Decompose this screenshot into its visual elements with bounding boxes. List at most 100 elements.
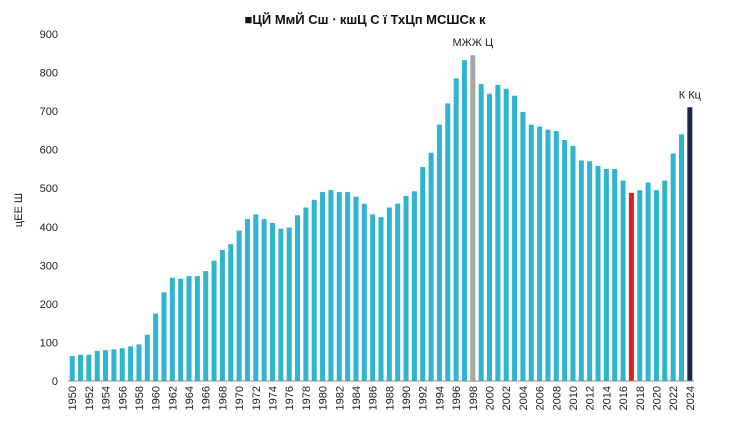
bar-2021 <box>662 180 668 381</box>
bar-1963 <box>178 278 184 381</box>
bar-1992 <box>420 167 426 381</box>
bar-2007 <box>545 129 551 381</box>
x-tick-label: 1956 <box>117 386 129 410</box>
x-tick-label: 2014 <box>601 386 613 410</box>
bar-1970 <box>236 230 242 381</box>
bar-2018 <box>637 190 643 381</box>
bar-1952 <box>86 354 92 381</box>
x-tick-label: 1994 <box>434 386 446 410</box>
x-tick-label: 2022 <box>668 386 680 410</box>
bar-1967 <box>211 260 217 381</box>
bar-2000 <box>487 93 493 381</box>
bar-2002 <box>503 88 509 381</box>
bar-1975 <box>278 228 284 381</box>
bar-1955 <box>111 349 117 381</box>
y-tick-label: 500 <box>40 183 58 195</box>
bar-1950 <box>69 355 75 381</box>
x-tick-label: 1982 <box>334 386 346 410</box>
annotations: МЖЖ Ц К Кц <box>452 37 701 101</box>
x-tick-label: 2010 <box>568 386 580 410</box>
y-tick-label: 800 <box>40 68 58 80</box>
bar-1987 <box>378 217 384 381</box>
x-tick-label: 1984 <box>351 386 363 410</box>
bar-2014 <box>603 168 609 381</box>
bar-1972 <box>253 214 259 381</box>
bar-1965 <box>194 276 200 381</box>
x-tick-label: 1978 <box>301 386 313 410</box>
bar-1995 <box>445 103 451 382</box>
x-tick-label: 1962 <box>167 386 179 410</box>
x-tick-label: 2016 <box>618 386 630 410</box>
bar-2023 <box>678 134 684 381</box>
bar-1961 <box>161 292 167 381</box>
bar-2010 <box>570 145 576 381</box>
bar-1956 <box>119 348 125 381</box>
y-tick-label: 100 <box>40 337 58 349</box>
bar-1984 <box>353 196 359 381</box>
x-tick-label: 1980 <box>318 386 330 410</box>
y-tick-label: 200 <box>40 299 58 311</box>
bar-1971 <box>244 219 250 381</box>
y-tick-label: 700 <box>40 106 58 118</box>
y-tick-label: 0 <box>52 376 58 388</box>
bar-2005 <box>528 124 534 382</box>
bar-1999 <box>478 84 484 382</box>
bar-1983 <box>345 192 351 381</box>
x-tick-label: 1974 <box>267 386 279 410</box>
bar-2008 <box>553 131 559 381</box>
bar-2001 <box>495 84 501 381</box>
bar-2020 <box>653 190 659 381</box>
bar-1981 <box>328 190 334 381</box>
x-tick-label: 1968 <box>217 386 229 410</box>
chart-title: ■ЦЙ МмЙ Сш ⋅ кшЦ С ї ТхЦп МСШСк к <box>245 12 486 27</box>
bar-1958 <box>136 344 142 381</box>
x-tick-label: 2006 <box>535 386 547 410</box>
bar-1968 <box>219 249 225 381</box>
x-tick-label: 1960 <box>151 386 163 410</box>
bar-2015 <box>612 168 618 381</box>
bar-2004 <box>520 111 526 381</box>
x-tick-label: 2008 <box>551 386 563 410</box>
bar-1982 <box>336 192 342 381</box>
x-tick-label: 1972 <box>251 386 263 410</box>
x-tick-label: 2002 <box>501 386 513 410</box>
bar-1978 <box>303 207 309 381</box>
x-tick-label: 1998 <box>468 386 480 410</box>
x-tick-label: 1996 <box>451 386 463 410</box>
bar-2006 <box>537 126 543 381</box>
bar-1954 <box>103 350 109 381</box>
x-tick-label: 2000 <box>485 386 497 410</box>
x-tick-label: 1966 <box>201 386 213 410</box>
bar-1988 <box>386 207 392 381</box>
y-axis-label: цЕЕ Ш <box>13 193 25 227</box>
bar-1966 <box>203 271 209 381</box>
bar-1976 <box>286 227 292 381</box>
y-axis-ticks: 0 100 200 300 400 500 600 700 800 900 <box>40 29 58 388</box>
x-axis-ticks: 1950 1952 1954 1956 1958 1960 1962 1964 1966 1968… <box>67 386 697 410</box>
x-tick-label: 1952 <box>84 386 96 410</box>
bar-1973 <box>261 219 267 381</box>
x-tick-label: 1988 <box>384 386 396 410</box>
bar-1993 <box>428 152 434 381</box>
bar-1959 <box>144 334 150 381</box>
bar-1957 <box>128 346 134 381</box>
x-tick-label: 2018 <box>635 386 647 410</box>
x-tick-label: 1976 <box>284 386 296 410</box>
y-tick-label: 300 <box>40 260 58 272</box>
x-tick-label: 2012 <box>585 386 597 410</box>
x-tick-label: 2020 <box>651 386 663 410</box>
bar-2024 <box>687 107 693 381</box>
bar-2016 <box>620 180 626 381</box>
bar-1964 <box>186 276 192 381</box>
annotation-2024: К Кц <box>679 89 702 101</box>
x-tick-label: 1964 <box>184 386 196 410</box>
x-tick-label: 2004 <box>518 386 530 410</box>
bar-2003 <box>512 95 518 381</box>
y-tick-label: 600 <box>40 145 58 157</box>
bar-1962 <box>169 277 175 381</box>
bars <box>69 55 693 382</box>
x-tick-label: 1970 <box>234 386 246 410</box>
bar-1997 <box>461 60 467 381</box>
bar-1996 <box>453 78 459 381</box>
